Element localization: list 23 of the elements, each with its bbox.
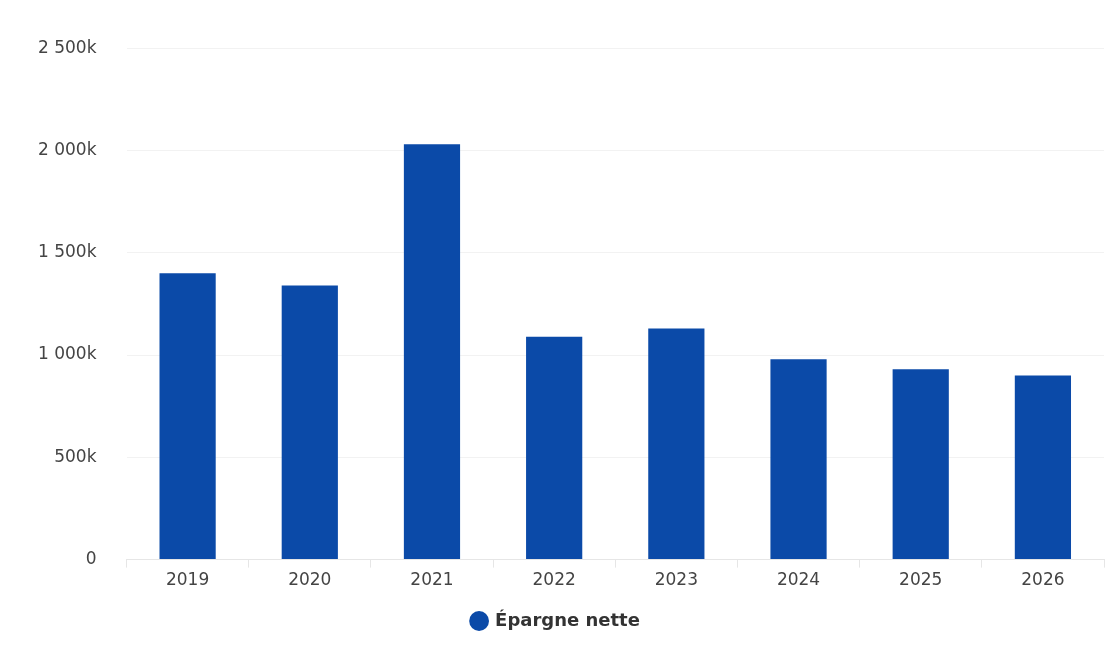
y-tick-label: 500k <box>54 445 97 466</box>
bar <box>892 369 949 560</box>
x-tick-label: 2022 <box>532 569 576 590</box>
bar <box>1014 375 1072 560</box>
legend-label: Épargne nette <box>495 608 640 630</box>
bar <box>281 285 338 560</box>
x-tick-label: 2020 <box>288 569 332 590</box>
x-tick-label: 2023 <box>654 569 698 590</box>
y-tick-label: 1 500k <box>38 241 97 262</box>
x-tick-label: 2025 <box>899 569 943 590</box>
x-tick-label: 2026 <box>1021 569 1065 590</box>
y-tick-label: 2 500k <box>38 36 97 57</box>
bar <box>403 144 461 560</box>
y-tick-label: 2 000k <box>38 138 97 159</box>
x-tick-label: 2021 <box>410 569 454 590</box>
x-tick-label: 2019 <box>165 569 210 590</box>
y-tick-label: 1 000k <box>38 343 97 364</box>
bar <box>648 328 705 560</box>
y-tick-label: 0 <box>85 548 97 569</box>
bar <box>526 336 583 560</box>
x-tick-label: 2024 <box>776 569 821 590</box>
bar <box>770 359 827 560</box>
bar <box>159 273 216 560</box>
